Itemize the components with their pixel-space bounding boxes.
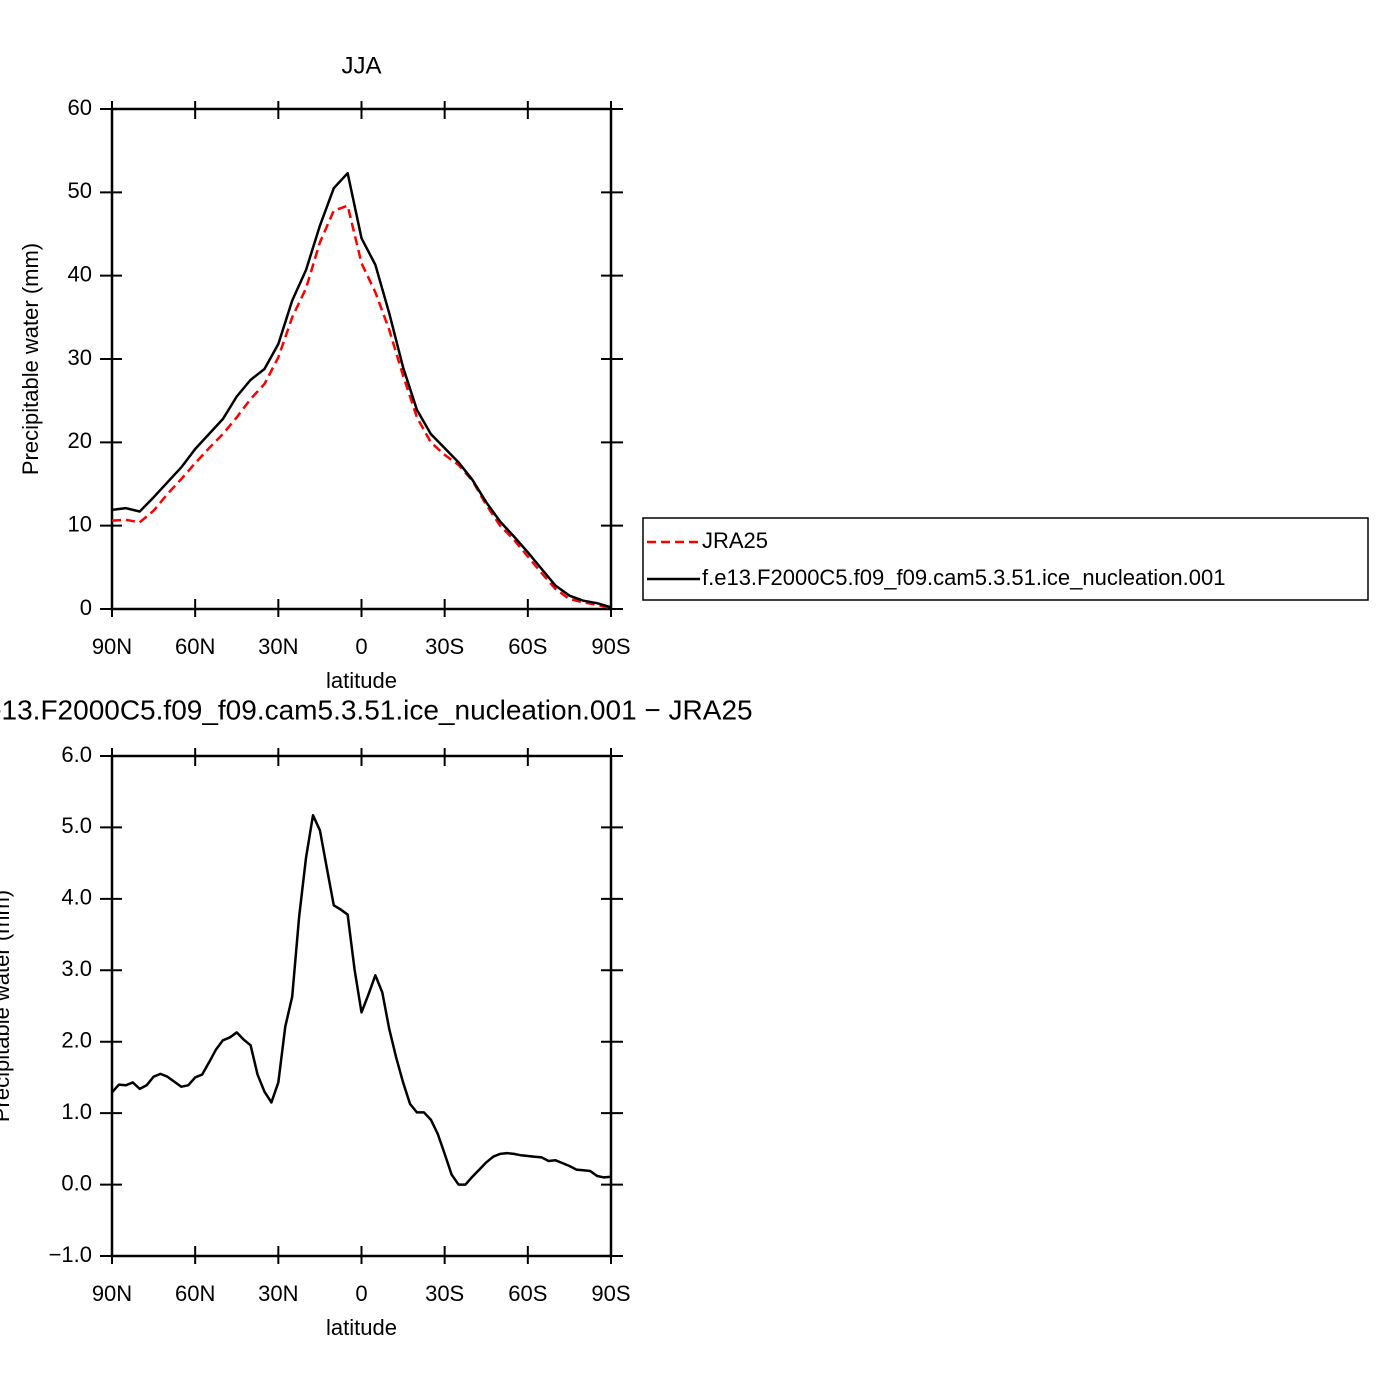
x-axis-label: latitude [326,1315,397,1340]
legend-box [642,517,1369,601]
x-tick-label: 60S [508,1281,547,1306]
x-tick-label: 90N [92,634,132,659]
y-axis-label: Precipitable water (mm) [0,890,14,1122]
x-tick-label: 0 [355,1281,367,1306]
y-tick-label: 0.0 [61,1170,92,1195]
data-line [111,814,612,1186]
x-tick-label: 90S [591,1281,630,1306]
y-tick-label: 1.0 [61,1099,92,1124]
legend-label: JRA25 [702,528,768,553]
y-tick-label: 60 [68,95,92,120]
x-tick-label: 90N [92,1281,132,1306]
x-tick-label: 30S [425,634,464,659]
y-tick-label: 0 [80,595,92,620]
y-tick-label: 10 [68,511,92,536]
y-tick-label: 2.0 [61,1028,92,1053]
x-tick-label: 30N [258,634,298,659]
plot-frame [110,107,613,611]
y-tick-label: 50 [68,178,92,203]
x-tick-label: 30N [258,1281,298,1306]
x-tick-label: 30S [425,1281,464,1306]
chart-title: f.e13.F2000C5.f09_f09.cam5.3.51.ice_nucl… [0,694,753,725]
y-tick-label: −1.0 [49,1242,92,1267]
y-tick-label: 40 [68,261,92,286]
data-line [111,171,612,609]
y-tick-label: 3.0 [61,956,92,981]
x-tick-label: 60N [175,634,215,659]
x-axis-label: latitude [326,668,397,693]
x-tick-label: 90S [591,634,630,659]
y-axis-label: Precipitable water (mm) [18,243,43,475]
data-line [111,204,612,610]
plot-frame [110,754,613,1258]
y-tick-label: 5.0 [61,813,92,838]
y-tick-label: 4.0 [61,885,92,910]
x-tick-label: 60N [175,1281,215,1306]
y-tick-label: 20 [68,428,92,453]
y-tick-label: 6.0 [61,742,92,767]
x-tick-label: 60S [508,634,547,659]
x-tick-label: 0 [355,634,367,659]
legend-label: f.e13.F2000C5.f09_f09.cam5.3.51.ice_nucl… [702,565,1226,590]
y-tick-label: 30 [68,345,92,370]
chart-title: JJA [341,52,381,79]
